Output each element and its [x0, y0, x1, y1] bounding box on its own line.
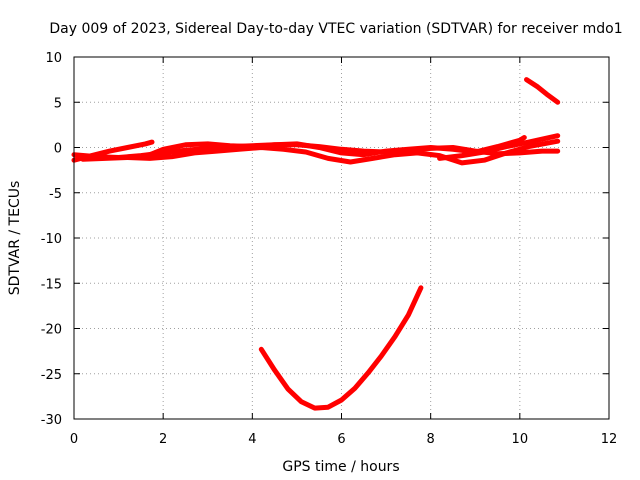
tick-marks [73, 56, 610, 420]
y-tick-label: 10 [45, 51, 62, 66]
series-line-3 [80, 138, 561, 166]
x-tick-label: 6 [337, 432, 345, 447]
y-tick-label: -30 [41, 413, 62, 428]
x-tick-label: 8 [427, 432, 435, 447]
series-line-5 [437, 133, 561, 161]
chart-title: Day 009 of 2023, Sidereal Day-to-day VTE… [49, 21, 622, 37]
y-tick-label: 5 [54, 96, 62, 111]
x-axis-label: GPS time / hours [282, 459, 399, 475]
x-tick-label: 12 [601, 432, 618, 447]
y-axis-label: SDTVAR / TECUs [7, 181, 23, 296]
y-tick-label: -15 [41, 277, 62, 292]
series-line-6 [524, 77, 561, 105]
x-tick-label: 4 [248, 432, 256, 447]
y-tick-label: -5 [49, 187, 62, 202]
y-tick-label: 0 [54, 142, 62, 157]
x-tick-label: 2 [159, 432, 167, 447]
series-line-7 [258, 285, 424, 411]
x-tick-label: 10 [512, 432, 529, 447]
y-tick-label: -20 [41, 323, 62, 338]
grid-lines [74, 57, 609, 419]
x-tick-labels: 0 2 4 6 8 10 12 [70, 432, 617, 447]
y-tick-label: -25 [41, 368, 62, 383]
y-tick-label: -10 [41, 232, 62, 247]
x-tick-label: 0 [70, 432, 78, 447]
series-layer [71, 77, 561, 411]
y-tick-labels: -30 -25 -20 -15 -10 -5 0 5 10 [41, 51, 62, 428]
